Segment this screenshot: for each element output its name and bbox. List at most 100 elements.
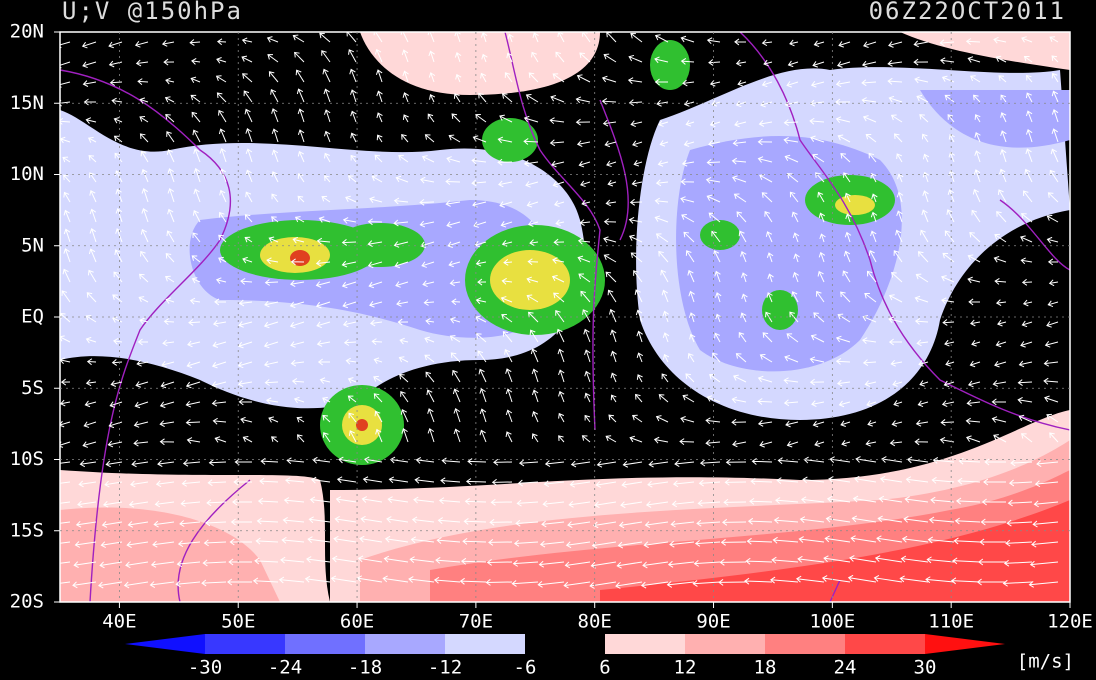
wind-arrow [705, 439, 721, 447]
wind-arrow [297, 129, 305, 143]
colorbar-label: 18 [754, 657, 777, 679]
lon-label: 50E [221, 611, 255, 633]
wind-arrow [191, 58, 201, 65]
wind-arrow [401, 49, 409, 63]
wind-arrow [564, 561, 591, 569]
wind-arrow [285, 477, 305, 484]
wind-arrow [242, 73, 253, 83]
wind-arrow [749, 497, 773, 505]
wind-arrow [369, 301, 383, 308]
wind-arrow [283, 497, 305, 504]
wind-arrow [428, 50, 435, 63]
wind-arrow [244, 108, 253, 123]
colorbar-cell [765, 634, 845, 654]
wind-arrow [575, 118, 591, 126]
wind-arrow [761, 39, 773, 47]
wind-arrow [425, 371, 435, 383]
wind-arrow [983, 478, 1007, 486]
wind-arrow [453, 407, 461, 423]
wind-arrow [576, 74, 591, 83]
wind-arrow [731, 157, 747, 165]
wind-arrow [1007, 499, 1033, 507]
wind-arrow [620, 501, 643, 509]
lat-label: 20S [10, 591, 44, 613]
wind-arrow [655, 415, 669, 423]
wind-arrow [887, 59, 903, 67]
wind-arrow [1020, 341, 1033, 348]
wind-arrow [89, 208, 97, 223]
wind-arrow [993, 256, 1007, 263]
wind-arrow [375, 428, 383, 443]
wind-arrow [350, 89, 357, 103]
wind-arrow [1010, 459, 1033, 467]
wind-arrow [315, 281, 331, 288]
wind-arrow [584, 349, 591, 363]
wind-arrow [267, 54, 279, 63]
wind-arrow [978, 558, 1007, 566]
wind-arrow [1020, 235, 1033, 243]
wind-arrow [218, 211, 227, 223]
wind-arrow [319, 32, 331, 43]
wind-arrow [759, 441, 773, 448]
wind-arrow [680, 35, 695, 43]
wind-arrow [733, 193, 747, 203]
wind-arrow [738, 332, 747, 343]
wind-arrow [773, 516, 799, 524]
wind-arrow [402, 92, 409, 103]
wind-arrow [501, 93, 513, 103]
wind-arrow [319, 377, 331, 384]
wind-arrow [531, 433, 539, 443]
wind-arrow [942, 319, 955, 326]
wind-arrow [723, 498, 747, 506]
coastline [60, 32, 1070, 602]
wind-arrow [955, 497, 981, 505]
wind-arrow [491, 478, 513, 486]
wind-arrow [584, 370, 591, 383]
wind-arrow [539, 540, 565, 548]
wind-arrow [568, 501, 591, 508]
wind-arrow [554, 200, 565, 207]
wind-arrow [941, 297, 955, 305]
wind-arrow [946, 209, 955, 223]
wind-arrow [594, 501, 617, 509]
wind-arrow [854, 475, 877, 483]
lat-label: 15S [10, 519, 44, 541]
wind-arrow [350, 154, 357, 163]
wind-arrow [232, 498, 253, 506]
wind-arrow [602, 119, 617, 127]
wind-arrow [981, 498, 1007, 506]
wind-arrow [77, 500, 97, 508]
wind-arrow [99, 561, 123, 569]
wind-arrow [115, 207, 123, 223]
wind-arrow [607, 289, 617, 303]
wind-arrow [997, 189, 1007, 203]
wind-arrow [1036, 460, 1059, 468]
wind-arrow [297, 108, 305, 123]
colorbar-cell [205, 634, 285, 654]
wind-arrow [610, 350, 617, 363]
wind-arrow [128, 500, 149, 508]
wind-arrow [672, 480, 695, 488]
wind-arrow [376, 90, 383, 103]
wind-arrow [601, 98, 617, 105]
wind-arrow [126, 541, 149, 548]
wind-arrow [610, 372, 617, 383]
wind-arrow [870, 172, 877, 183]
wind-arrow [954, 517, 981, 525]
wind-arrow [373, 393, 383, 403]
wind-arrow [747, 517, 773, 525]
wind-arrow [798, 536, 825, 543]
wind-arrow [914, 317, 929, 325]
wind-arrow [888, 294, 903, 303]
wind-arrow [85, 314, 97, 323]
graticule [60, 32, 1070, 602]
wind-arrow [893, 250, 903, 263]
wind-arrow [112, 316, 123, 323]
wind-arrow [85, 379, 97, 387]
wind-arrow [331, 555, 357, 563]
colorbar-arrow [125, 634, 205, 654]
wind-arrow [185, 419, 201, 426]
wind-arrow [680, 178, 695, 186]
wind-arrow [180, 500, 201, 507]
